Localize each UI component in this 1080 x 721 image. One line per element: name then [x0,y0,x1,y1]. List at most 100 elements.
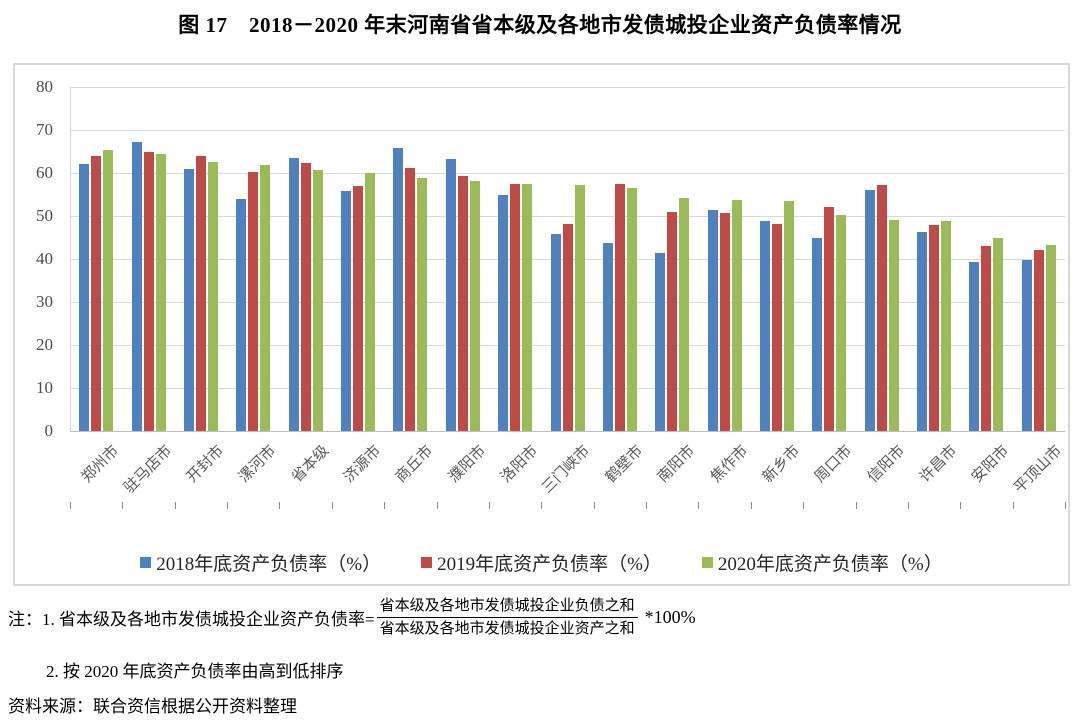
x-tick-mark [541,502,543,509]
y-tick-label: 80 [36,77,53,96]
legend-swatch-2018-icon [140,557,152,568]
x-tick-mark [384,502,386,509]
y-tick-label: 10 [36,378,53,397]
note-2: 2. 按 2020 年底资产负债率由高到低排序 [46,662,344,681]
bar [864,189,875,431]
x-tick-mark [750,502,752,509]
bar [522,184,533,431]
chart-title: 图 17 2018－2020 年末河南省省本级及各地市发债城投企业资产负债率情况 [178,13,902,37]
bar [917,231,928,431]
x-tick-label: 鹤壁市 [602,442,647,486]
gridline [70,87,1065,88]
bar [312,169,323,431]
x-tick-label: 商丘市 [393,442,437,486]
legend-label-2020: 2020年底资产负债率（%） [717,554,943,575]
x-tick-label: 平顶山市 [1011,442,1065,497]
note-1-prefix: 注：1. 省本级及各地市发债城投企业资产负债率= [8,610,375,629]
legend-swatch-2020-icon [701,557,713,568]
x-tick-label: 周口市 [812,442,856,486]
x-tick-mark [279,502,281,509]
bar [562,223,573,431]
x-tick-label: 三门峡市 [539,442,594,497]
legend-item-2019: 2019年底资产负债率（%） [421,549,662,576]
bar [353,186,364,431]
bar [445,159,456,431]
bar [417,178,428,431]
bar [655,252,666,431]
gridline [70,173,1065,174]
bar [248,172,259,431]
x-tick-mark [1012,502,1014,509]
bar [1045,245,1056,431]
bar [824,206,835,431]
legend-item-2018: 2018年底资产负债率（%） [140,549,381,576]
x-tick-mark [646,502,648,509]
x-tick-mark [803,502,805,509]
bar [993,237,1004,431]
note-1: 注：1. 省本级及各地市发债城投企业资产负债率= 省本级及各地市发债城投企业负债… [8,596,696,639]
bar [626,188,637,431]
y-tick-label: 20 [36,335,53,354]
x-tick-mark [488,502,490,509]
x-tick-label: 许昌市 [917,442,961,486]
bar [183,168,194,431]
bar [719,213,730,431]
legend-label-2018: 2018年底资产负债率（%） [156,554,382,575]
bar [300,162,311,431]
x-tick-label: 信阳市 [864,442,908,486]
y-tick-label: 60 [36,163,53,182]
x-tick-mark [70,502,71,509]
x-tick-label: 郑州市 [79,442,123,486]
bar [155,154,166,431]
x-tick-mark [174,502,176,509]
x-tick-mark [436,502,438,509]
y-tick-label: 50 [36,206,53,225]
bar [876,184,887,431]
bar [207,162,218,431]
x-tick-mark [122,502,124,509]
bar [836,215,847,431]
bar [236,198,247,431]
bar [679,197,690,431]
x-tick-label: 新乡市 [759,442,804,486]
bar [759,220,770,431]
bar [1021,259,1032,431]
gridline [70,216,1065,217]
bar [614,184,625,431]
x-tick-mark [331,502,333,509]
bar [667,212,678,431]
bar [365,172,376,431]
bar [393,148,404,431]
bar [260,165,271,431]
x-tick-mark [855,502,857,509]
bar [498,195,509,431]
fraction-denominator: 省本级及各地市发债城投企业资产之和 [379,621,635,637]
bar [510,184,521,431]
x-tick-label: 济源市 [341,442,385,486]
note-1-suffix: *100% [644,607,696,627]
x-tick-label: 焦作市 [707,442,751,486]
x-tick-mark [1065,502,1066,509]
bar [783,200,794,431]
bar [812,237,823,431]
fraction-numerator: 省本级及各地市发债城投企业负债之和 [376,596,638,618]
bar [981,246,992,431]
x-tick-label: 安阳市 [969,442,1013,486]
bar [574,185,585,431]
bar [969,262,980,431]
chart-container: 2018年底资产负债率（%） 2019年底资产负债率（%） 2020年底资产负债… [13,63,1070,586]
bar [103,150,114,431]
bar [1033,249,1044,431]
bar [941,221,952,431]
y-tick-label: 40 [36,249,53,268]
bar [195,156,206,431]
note-1-fraction: 省本级及各地市发债城投企业负债之和 省本级及各地市发债城投企业资产之和 [376,596,638,639]
legend-item-2020: 2020年底资产负债率（%） [701,549,943,576]
bar [888,219,899,431]
y-tick-label: 0 [44,421,54,440]
data-source: 资料来源：联合资信根据公开资料整理 [8,697,297,716]
bar [771,224,782,431]
y-tick-label: 70 [36,120,53,139]
x-tick-label: 濮阳市 [445,442,489,486]
